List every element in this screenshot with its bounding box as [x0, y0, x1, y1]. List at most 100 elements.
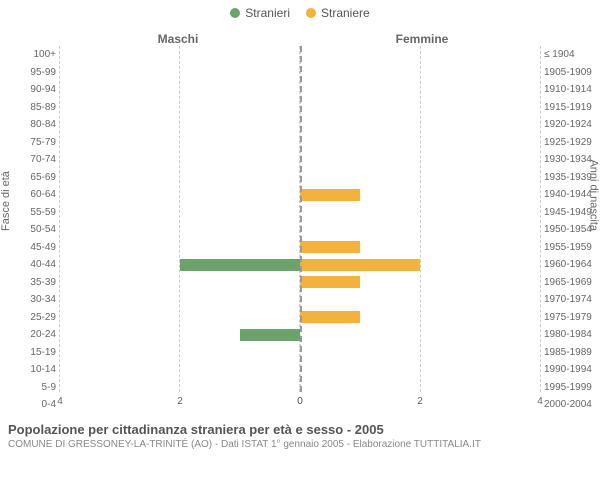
male-row [60, 309, 300, 327]
legend-label-male: Stranieri [245, 6, 290, 20]
age-label: 40-44 [30, 256, 56, 274]
birth-label: 1910-1914 [544, 81, 592, 99]
female-row [300, 344, 540, 362]
male-row [60, 221, 300, 239]
legend-swatch-male [230, 8, 240, 18]
birth-label: 1925-1929 [544, 134, 592, 152]
female-row [300, 239, 540, 257]
male-bar [180, 259, 300, 271]
female-row [300, 134, 540, 152]
female-row [300, 169, 540, 187]
female-row [300, 274, 540, 292]
male-row [60, 326, 300, 344]
birth-label: 2000-2004 [544, 396, 592, 414]
female-row [300, 326, 540, 344]
male-row [60, 344, 300, 362]
age-label: 100+ [33, 46, 56, 64]
plot-area: Fasce di età Anni di nascita 100+95-9990… [8, 46, 592, 416]
birth-label: 1930-1934 [544, 151, 592, 169]
panel-titles: Maschi Femmine [8, 26, 592, 46]
female-half [300, 46, 540, 392]
age-label: 5-9 [42, 379, 56, 397]
male-row [60, 256, 300, 274]
x-tick-label: 2 [177, 396, 183, 407]
x-tick-label: 4 [57, 396, 63, 407]
birth-label: 1955-1959 [544, 239, 592, 257]
chart-title: Popolazione per cittadinanza straniera p… [8, 422, 592, 437]
age-label: 15-19 [30, 344, 56, 362]
female-bar [300, 241, 360, 253]
birth-label: 1940-1944 [544, 186, 592, 204]
birth-label: 1975-1979 [544, 309, 592, 327]
male-row [60, 361, 300, 379]
age-labels: 100+95-9990-9485-8980-8475-7970-7465-696… [8, 46, 60, 416]
y-axis-title-left: Fasce di età [0, 171, 12, 231]
birth-label: 1985-1989 [544, 344, 592, 362]
female-row [300, 64, 540, 82]
age-label: 85-89 [30, 99, 56, 117]
panel-title-left: Maschi [158, 32, 199, 46]
y-axis-title-right: Anni di nascita [588, 159, 600, 231]
birth-labels: ≤ 19041905-19091910-19141915-19191920-19… [540, 46, 592, 416]
x-tick-label: 0 [297, 396, 303, 407]
male-row [60, 134, 300, 152]
male-row [60, 81, 300, 99]
female-row [300, 309, 540, 327]
female-row [300, 221, 540, 239]
birth-label: 1915-1919 [544, 99, 592, 117]
legend-item-male: Stranieri [230, 6, 290, 20]
female-row [300, 256, 540, 274]
birth-label: 1935-1939 [544, 169, 592, 187]
age-label: 90-94 [30, 81, 56, 99]
male-row [60, 46, 300, 64]
female-row [300, 81, 540, 99]
birth-label: 1980-1984 [544, 326, 592, 344]
age-label: 55-59 [30, 204, 56, 222]
population-pyramid-chart: Stranieri Straniere Maschi Femmine Fasce… [0, 0, 600, 500]
bars-area: 0 2 4 0 2 4 [60, 46, 540, 416]
female-bar [300, 189, 360, 201]
female-row [300, 99, 540, 117]
chart-subtitle: COMUNE DI GRESSONEY-LA-TRINITÉ (AO) - Da… [8, 439, 592, 450]
x-ticks-right: 024 [300, 394, 540, 416]
male-row [60, 116, 300, 134]
age-label: 35-39 [30, 274, 56, 292]
x-ticks-left: 0 2 4 [60, 394, 300, 416]
age-label: 0-4 [42, 396, 56, 414]
birth-label: 1970-1974 [544, 291, 592, 309]
age-label: 65-69 [30, 169, 56, 187]
chart-footer: Popolazione per cittadinanza straniera p… [8, 416, 592, 450]
birth-label: 1960-1964 [544, 256, 592, 274]
female-row [300, 116, 540, 134]
male-row [60, 64, 300, 82]
age-label: 25-29 [30, 309, 56, 327]
age-label: 30-34 [30, 291, 56, 309]
female-row [300, 291, 540, 309]
legend-item-female: Straniere [306, 6, 370, 20]
gridline [540, 46, 541, 392]
legend-swatch-female [306, 8, 316, 18]
age-label: 80-84 [30, 116, 56, 134]
x-tick-label: 2 [417, 396, 423, 407]
male-bar [240, 329, 300, 341]
female-row [300, 204, 540, 222]
male-row [60, 291, 300, 309]
female-row [300, 151, 540, 169]
birth-label: 1990-1994 [544, 361, 592, 379]
age-label: 60-64 [30, 186, 56, 204]
male-row [60, 274, 300, 292]
age-label: 45-49 [30, 239, 56, 257]
female-row [300, 361, 540, 379]
birth-label: ≤ 1904 [544, 46, 575, 64]
age-label: 20-24 [30, 326, 56, 344]
female-row [300, 46, 540, 64]
age-label: 10-14 [30, 361, 56, 379]
birth-label: 1950-1954 [544, 221, 592, 239]
birth-label: 1905-1909 [544, 64, 592, 82]
female-bar [300, 276, 360, 288]
center-axis-line [300, 46, 302, 392]
male-row [60, 239, 300, 257]
female-row [300, 186, 540, 204]
birth-label: 1920-1924 [544, 116, 592, 134]
male-row [60, 204, 300, 222]
